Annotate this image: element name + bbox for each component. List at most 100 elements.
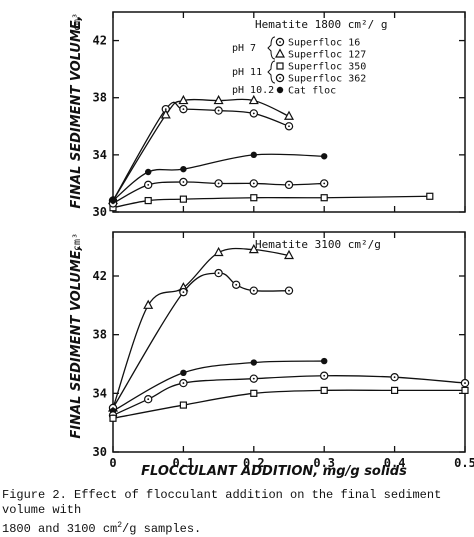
point-0-1-3 (213, 94, 224, 105)
caption-line-2: 1800 and 3100 cm2/g samples. (2, 518, 472, 537)
point-1-1-1-dot (182, 291, 185, 294)
legend-label-4: Cat floc (288, 86, 336, 97)
panel-title-1: Hematite 3100 cm²/g (255, 238, 381, 251)
point-1-0-3 (213, 246, 224, 257)
series-line-0-4 (112, 153, 325, 202)
point-1-4-5 (461, 386, 469, 394)
point-0-3-4 (249, 179, 258, 188)
lower-panel: 30 34 38 42 0 0.1 0.2 0.3 0.4 0.5 FINAL SEDIMENT V… (69, 231, 474, 470)
point-0-0-4 (249, 109, 258, 118)
legend-marker-0-dot (279, 41, 281, 43)
series-line-0-2 (112, 195, 430, 209)
series-line-1-2 (112, 360, 325, 412)
legend-marker-0 (275, 37, 285, 47)
point-1-2-2 (250, 359, 257, 366)
point-1-1-4-dot (252, 289, 255, 292)
point-0-1-4 (248, 94, 259, 105)
point-1-3-1 (143, 395, 153, 404)
point-0-3-4-dot (252, 182, 255, 185)
point-1-1-1 (179, 287, 188, 297)
point-0-2-5 (426, 192, 434, 200)
point-1-1-3 (231, 280, 241, 289)
point-1-3-4-dot (323, 374, 326, 377)
point-1-3-3-dot (252, 377, 255, 380)
y-axis-title-0: FINAL SEDIMENT VOLUME, (69, 15, 84, 208)
x-tick-label-2: 0.2 (243, 456, 265, 470)
legend-marker-4 (276, 86, 284, 94)
point-0-3-2-dot (182, 181, 185, 183)
x-tick-label-0: 0 (109, 456, 116, 470)
point-0-3-6-dot (323, 182, 326, 185)
upper-panel: 30 34 38 42 FINAL SEDIMENT VOLUME,cm³ Hematit… (69, 11, 466, 219)
y-tick-label-1-3: 42 (93, 269, 107, 283)
point-1-3-6 (460, 378, 470, 388)
point-1-3-5 (390, 373, 399, 382)
point-0-0-2 (179, 104, 188, 114)
y-tick-label-0-1: 34 (93, 148, 107, 162)
legend-marker-3 (275, 73, 285, 83)
point-1-1-4 (249, 286, 258, 295)
x-tick-label-4: 0.4 (384, 456, 406, 470)
plot-frame-1 (112, 231, 466, 453)
figure-caption: Figure 2. Effect of flocculant addition … (2, 488, 472, 537)
point-0-0-5-dot (288, 125, 290, 128)
point-1-1-2 (214, 268, 223, 278)
point-1-2-1 (180, 369, 187, 376)
point-1-3-5-dot (393, 376, 396, 379)
point-1-3-2 (179, 378, 188, 388)
point-0-3-5 (284, 180, 294, 190)
series-line-0-1 (112, 98, 290, 201)
point-1-1-2-dot (217, 272, 220, 274)
point-0-0-2-dot (182, 108, 185, 111)
series-line-1-0 (112, 247, 290, 409)
point-1-4-2 (250, 389, 258, 397)
point-0-3-2 (179, 177, 188, 187)
point-0-0-3 (214, 106, 223, 115)
point-0-3-3-dot (217, 182, 220, 185)
y-tick-label-1-2: 38 (93, 328, 107, 342)
y-tick-label-1-1: 34 (93, 386, 107, 400)
point-0-0-4-dot (252, 112, 255, 115)
caption-line-2-b: /g samples. (122, 522, 202, 536)
point-0-3-1 (143, 180, 153, 190)
legend-group-label-0: pH 7 (232, 43, 256, 54)
series-line-0-0 (112, 101, 290, 201)
caption-line-2-a: 1800 and 3100 cm (2, 522, 118, 536)
legend-brace-0 (267, 36, 276, 60)
point-1-0-1 (143, 299, 154, 309)
x-tick-label-1: 0.1 (173, 456, 195, 470)
legend-label-2: Superfloc 350 (288, 62, 366, 73)
legend-label-1: Superfloc 127 (288, 50, 366, 61)
point-1-2-3 (321, 357, 328, 365)
point-0-1-5 (283, 110, 295, 120)
point-0-3-5-dot (288, 183, 290, 186)
point-0-2-3 (250, 194, 258, 202)
point-1-3-3 (249, 374, 258, 383)
caption-line-1: Figure 2. Effect of flocculant addition … (2, 488, 442, 517)
legend-marker-2 (276, 62, 284, 70)
point-0-4-4 (321, 153, 328, 160)
legend-label-3: Superfloc 362 (288, 74, 366, 85)
point-1-3-1-dot (147, 398, 150, 401)
point-1-0-4 (248, 243, 259, 254)
legend-brace-1 (267, 60, 276, 84)
point-0-2-1 (144, 196, 152, 205)
point-1-3-6-dot (464, 382, 466, 384)
point-0-0-1-dot (164, 108, 167, 111)
point-1-3-2-dot (182, 382, 185, 384)
point-1-3-4 (320, 371, 329, 380)
point-1-4-3 (320, 386, 328, 394)
series-line-1-1 (112, 272, 290, 409)
point-0-2-2 (179, 195, 187, 203)
y-tick-label-1-0: 30 (93, 445, 107, 459)
point-0-3-3 (214, 179, 223, 188)
panel-title-0: Hematite 1800 cm²/ g (255, 18, 387, 31)
point-1-4-0 (109, 414, 117, 422)
point-0-4-3 (250, 151, 257, 159)
point-1-1-3-dot (235, 283, 238, 286)
y-tick-label-0-2: 38 (93, 91, 107, 105)
series-line-1-4 (112, 389, 465, 419)
legend-marker-1 (274, 48, 286, 58)
point-0-4-2 (180, 165, 187, 173)
series-line-1-3 (112, 375, 466, 416)
